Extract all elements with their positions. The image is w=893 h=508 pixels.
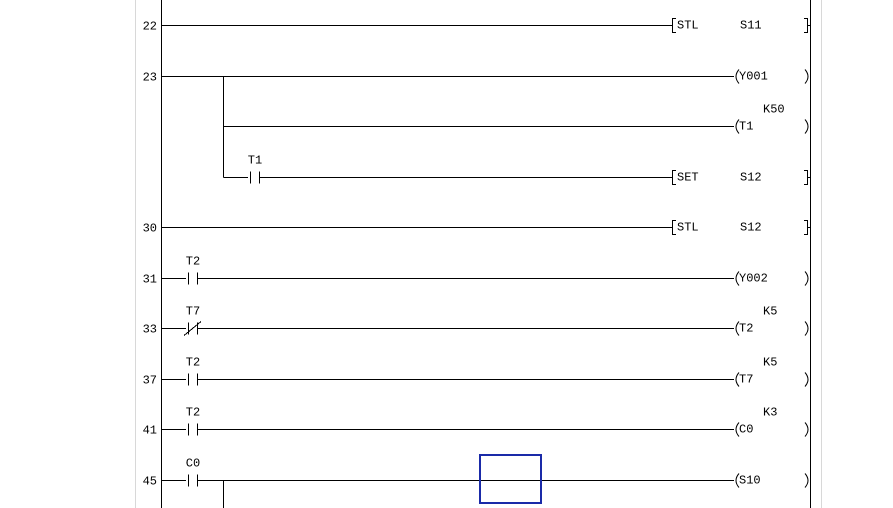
coil-device: T7 xyxy=(739,373,753,387)
coil-device: S10 xyxy=(739,474,761,488)
coil-left-paren xyxy=(735,69,740,84)
step-number: 45 xyxy=(143,475,157,489)
step-number: 22 xyxy=(143,20,157,34)
step-number: 37 xyxy=(143,374,157,388)
contact-device-label: T2 xyxy=(186,356,200,370)
step-number: 41 xyxy=(143,424,157,438)
coil-device: C0 xyxy=(739,423,753,437)
instruction-right-bracket xyxy=(804,220,810,235)
coil-right-paren xyxy=(804,119,809,134)
instruction-op: SET xyxy=(677,171,699,185)
contact-device-label: C0 xyxy=(186,457,200,471)
instruction-left-bracket xyxy=(672,170,676,185)
instruction-left-bracket xyxy=(672,18,676,33)
instruction-right-bracket xyxy=(804,18,810,33)
coil-right-paren xyxy=(804,473,809,488)
nc-contact-slash xyxy=(183,321,202,336)
edit-cursor[interactable] xyxy=(479,454,542,504)
instruction-right-bracket xyxy=(804,170,810,185)
coil-left-paren xyxy=(735,321,740,336)
coil-right-paren xyxy=(804,422,809,437)
contact-device-label: T7 xyxy=(186,305,200,319)
instruction-operand: S12 xyxy=(740,221,762,235)
instruction-op: STL xyxy=(677,221,699,235)
instruction-operand: S11 xyxy=(740,19,762,33)
coil-left-paren xyxy=(735,473,740,488)
coil-left-paren xyxy=(735,422,740,437)
step-number: 31 xyxy=(143,273,157,287)
contact-device-label: T2 xyxy=(186,255,200,269)
coil-left-paren xyxy=(735,271,740,286)
instruction-operand: S12 xyxy=(740,171,762,185)
step-number: 33 xyxy=(143,323,157,337)
coil-device: T1 xyxy=(739,120,753,134)
contact-device-label: T1 xyxy=(248,154,262,168)
contact-device-label: T2 xyxy=(186,406,200,420)
step-number: 30 xyxy=(143,222,157,236)
coil-setpoint: K5 xyxy=(763,305,777,319)
instruction-left-bracket xyxy=(672,220,676,235)
step-number: 23 xyxy=(143,71,157,85)
coil-setpoint: K3 xyxy=(763,406,777,420)
coil-device: Y002 xyxy=(739,272,768,286)
coil-left-paren xyxy=(735,119,740,134)
coil-left-paren xyxy=(735,372,740,387)
instruction-op: STL xyxy=(677,19,699,33)
coil-right-paren xyxy=(804,321,809,336)
coil-right-paren xyxy=(804,271,809,286)
coil-setpoint: K50 xyxy=(763,103,785,117)
coil-right-paren xyxy=(804,372,809,387)
coil-right-paren xyxy=(804,69,809,84)
coil-setpoint: K5 xyxy=(763,356,777,370)
coil-device: Y001 xyxy=(739,70,768,84)
coil-device: T2 xyxy=(739,322,753,336)
